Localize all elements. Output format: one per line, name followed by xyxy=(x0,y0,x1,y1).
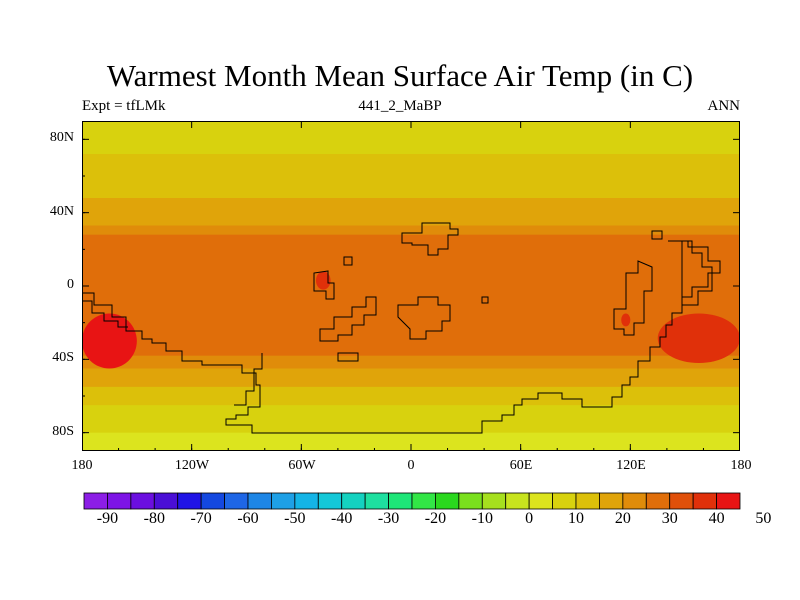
coastline-island-c xyxy=(397,296,451,340)
x-tick-60e: 60E xyxy=(509,458,533,473)
y-tick-40n: 40N xyxy=(49,204,74,219)
colorbar-label: 0 xyxy=(525,510,534,527)
temperature-band-2 xyxy=(82,179,740,199)
coastline-island-f xyxy=(337,352,359,362)
temperature-band-7 xyxy=(82,355,740,369)
colorbar-swatch-18 xyxy=(505,492,530,510)
colorbar-label: -50 xyxy=(284,510,306,527)
y-tick-0: 0 xyxy=(67,277,74,292)
temperature-hot-spot-1 xyxy=(657,313,740,363)
colorbar-swatch-12 xyxy=(364,492,389,510)
colorbar-swatch-26 xyxy=(692,492,717,510)
map-plot xyxy=(82,121,740,451)
temperature-band-1 xyxy=(82,154,740,181)
coastline-island-d xyxy=(343,256,353,266)
colorbar-swatch-25 xyxy=(669,492,694,510)
colorbar-label: -80 xyxy=(143,510,165,527)
x-tick-60w: 60W xyxy=(288,458,316,473)
colorbar-swatch-3 xyxy=(153,492,179,510)
y-tick-80s: 80S xyxy=(52,424,74,439)
colorbar-swatch-5 xyxy=(200,492,225,510)
colorbar-label: -20 xyxy=(424,510,447,527)
x-tick-0: 0 xyxy=(407,458,415,473)
colorbar-swatch-27 xyxy=(716,492,741,510)
coastline-island-b xyxy=(319,296,377,342)
colorbar-swatch-16 xyxy=(458,492,483,510)
coastline-east-small xyxy=(651,230,663,240)
coastline-east xyxy=(613,260,653,336)
temperature-hot-spot-3 xyxy=(621,313,631,327)
temperature-band-4 xyxy=(82,225,740,236)
temperature-band-10 xyxy=(82,405,740,434)
colorbar-swatch-1 xyxy=(107,492,132,510)
colorbar-swatch-13 xyxy=(388,492,413,510)
colorbar-swatch-0 xyxy=(83,492,108,510)
temperature-band-9 xyxy=(82,386,740,406)
colorbar-swatch-9 xyxy=(294,492,319,510)
coastline-south-west xyxy=(234,353,263,406)
colorbar-label: 20 xyxy=(614,510,631,527)
colorbar xyxy=(83,492,741,510)
colorbar-label: -40 xyxy=(331,510,353,527)
colorbar-swatch-22 xyxy=(599,492,624,510)
coastline-island-a xyxy=(313,270,335,300)
season-label: ANN xyxy=(707,98,741,114)
colorbar-swatch-21 xyxy=(575,492,600,510)
colorbar-swatch-15 xyxy=(435,492,460,510)
colorbar-label: 40 xyxy=(708,510,725,527)
colorbar-swatch-6 xyxy=(224,492,249,510)
experiment-label: Expt = tfLMk xyxy=(82,98,166,114)
temperature-band-3 xyxy=(82,198,740,226)
coastline-south xyxy=(82,240,721,434)
colorbar-swatch-10 xyxy=(317,492,343,510)
colorbar-swatch-4 xyxy=(177,492,202,510)
colorbar-label: 30 xyxy=(661,510,678,527)
temperature-hot-spot-0 xyxy=(82,313,137,369)
colorbar-swatch-19 xyxy=(528,492,553,510)
colorbar-swatch-14 xyxy=(411,492,436,510)
coastlines xyxy=(82,222,721,434)
colorbar-swatch-2 xyxy=(130,492,155,510)
colorbar-label: -70 xyxy=(190,510,212,527)
colorbar-label: 50 xyxy=(755,510,772,527)
y-tick-80n: 80N xyxy=(49,130,74,145)
colorbar-label: -10 xyxy=(471,510,493,527)
coastline-far-east xyxy=(681,240,713,306)
x-tick-180w: 180 xyxy=(71,458,93,473)
coastline-north xyxy=(401,222,459,256)
y-tick-40s: 40S xyxy=(52,350,74,365)
map-title: Warmest Month Mean Surface Air Temp (in … xyxy=(106,58,694,93)
coastline-left-edge xyxy=(82,300,128,328)
colorbar-label: 10 xyxy=(568,510,584,527)
colorbar-label: -90 xyxy=(96,510,119,527)
colorbar-swatch-20 xyxy=(552,492,577,510)
coastline-island-e xyxy=(481,296,489,304)
x-tick-180e: 180 xyxy=(730,458,752,473)
colorbar-label: -30 xyxy=(377,510,400,527)
temperature-band-5 xyxy=(82,234,740,324)
temperature-hot-spot-2 xyxy=(315,271,331,290)
temperature-bands xyxy=(82,121,740,451)
x-tick-120e: 120E xyxy=(616,458,646,473)
period-label: 441_2_MaBP xyxy=(358,98,442,114)
colorbar-swatch-11 xyxy=(341,492,366,510)
x-tick-120w: 120W xyxy=(174,458,210,473)
colorbar-swatch-8 xyxy=(271,492,296,510)
temperature-band-11 xyxy=(82,432,740,451)
colorbar-swatch-23 xyxy=(622,492,647,510)
colorbar-swatch-7 xyxy=(247,492,272,510)
colorbar-label: -60 xyxy=(237,510,259,527)
colorbar-swatch-24 xyxy=(645,492,671,510)
colorbar-swatch-17 xyxy=(481,492,507,510)
temperature-band-8 xyxy=(82,368,740,388)
temperature-map xyxy=(82,121,740,451)
